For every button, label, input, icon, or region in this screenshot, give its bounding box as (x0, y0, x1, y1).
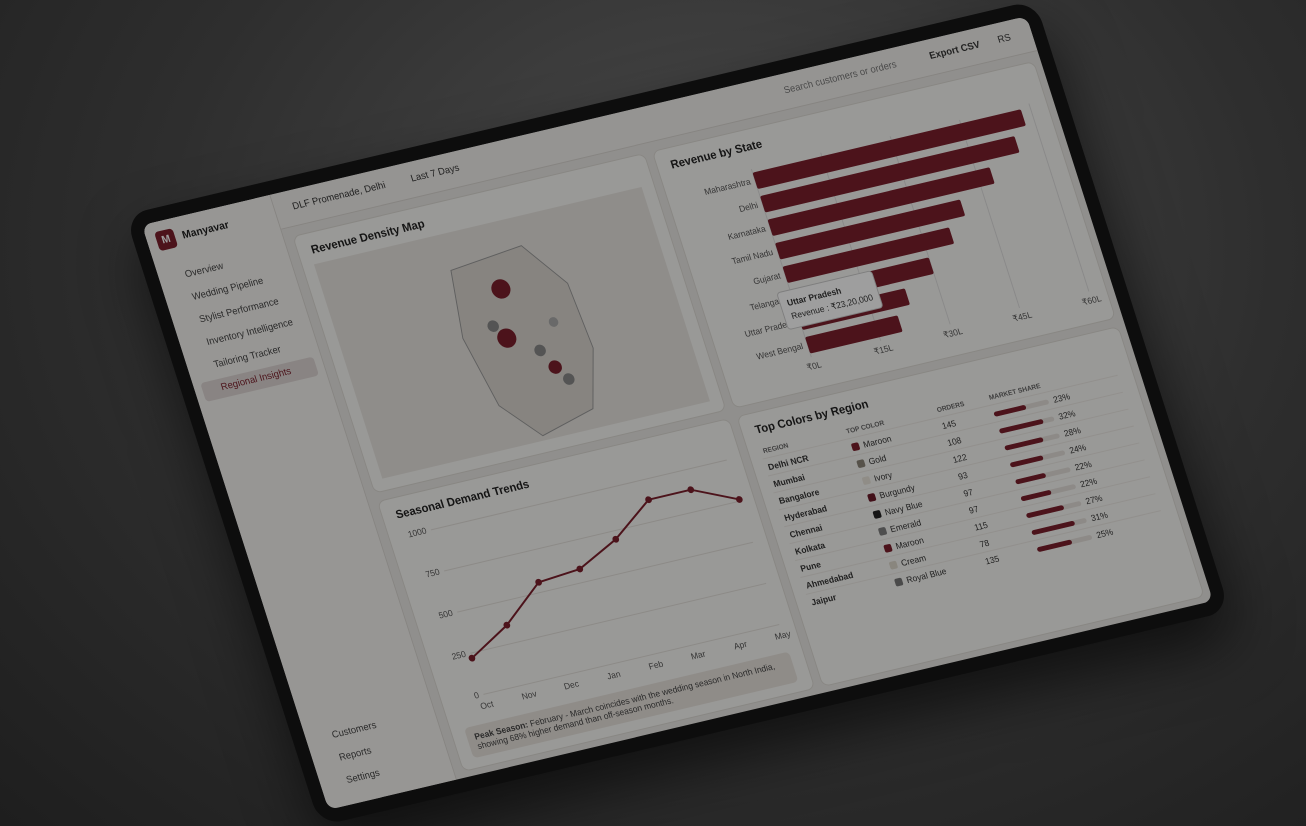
bar (760, 136, 1020, 213)
share-bar (1009, 454, 1044, 468)
color-name: Royal Blue (904, 565, 948, 585)
bar (752, 109, 1026, 189)
grid-line (470, 582, 767, 654)
grid-line (457, 541, 754, 613)
map (313, 186, 710, 479)
share-bar (1015, 472, 1047, 485)
share-track (1036, 534, 1093, 552)
share-bar (1020, 489, 1053, 502)
bubble (497, 328, 517, 348)
x-tick-label: ₹15L (873, 342, 895, 356)
swatch (888, 560, 898, 571)
point (612, 535, 620, 543)
point (503, 621, 511, 629)
share-label: 25% (1094, 526, 1115, 540)
bubble (487, 320, 499, 332)
logo: M (154, 228, 179, 252)
y-tick-label: 500 (437, 608, 454, 621)
color-name: Cream (899, 552, 928, 568)
x-tick-label: ₹60L (1081, 293, 1103, 307)
x-tick-label: Dec (563, 678, 581, 691)
revenue-card: Revenue by State ₹0L ₹15L ₹30L ₹45L ₹60L Maha… (651, 60, 1117, 409)
bar (767, 167, 995, 236)
bar (782, 227, 954, 283)
share-label: 27% (1084, 492, 1104, 506)
nav: Overview Wedding Pipeline Stylist Performa… (142, 195, 320, 403)
share-bar (993, 404, 1027, 417)
bubble (548, 360, 562, 374)
y-tick-label: 0 (473, 690, 481, 701)
y-tick-label: Karnataka (726, 223, 767, 242)
x-tick-label: Mar (690, 648, 707, 661)
swatch (855, 459, 866, 469)
x-tick-label: ₹45L (1011, 309, 1033, 323)
color-table: REGION TOP COLOR ORDERS MARKET SHARE Delhi N… (759, 363, 1167, 611)
grid-line (1028, 103, 1090, 292)
bubble (534, 344, 546, 357)
brand: Manyavar (180, 219, 231, 242)
y-tick-label: Delhi (738, 200, 760, 214)
point (645, 496, 652, 504)
line-chart: 0 250 500 750 1000 Oct Nov Dec Jan Feb Mar Apr May (406, 459, 793, 711)
seasonal-card: Seasonal Demand Trends 0 250 500 750 1000 Oct… (376, 418, 816, 772)
period-select[interactable]: Last 7 Days (409, 162, 461, 185)
y-tick-label: 750 (424, 566, 441, 579)
y-tick-label: Maharashtra (703, 176, 752, 197)
x-tick-label: Feb (647, 658, 664, 671)
bar (775, 199, 965, 260)
user[interactable]: RS (996, 32, 1013, 46)
share-label: 28% (1062, 424, 1082, 439)
color-name: Gold (867, 452, 888, 467)
x-tick-label: Apr (732, 639, 748, 652)
swatch (877, 526, 888, 537)
x-tick-label: May (773, 628, 792, 642)
x-tick-label: Oct (479, 698, 495, 711)
x-tick-label: Nov (520, 688, 538, 701)
swatch (861, 476, 871, 486)
grid-line (430, 459, 727, 531)
share-label: 32% (1057, 407, 1077, 422)
swatch (893, 577, 904, 587)
search[interactable]: Search customers or orders (782, 59, 899, 97)
bar (805, 315, 903, 354)
color-name: Ivory (872, 469, 894, 483)
x-tick-label: Jan (605, 669, 621, 682)
share-label: 22% (1073, 458, 1093, 472)
region-shape (450, 245, 594, 437)
bubble (491, 279, 511, 299)
share-label: 22% (1078, 475, 1099, 489)
map-card: Revenue Density Map (292, 152, 727, 494)
x-tick-label: ₹0L (805, 359, 823, 372)
y-tick-label: Gujarat (752, 270, 783, 286)
tablet: M Manyavar Overview Wedding Pipeline Styli… (125, 0, 1230, 826)
share-bar (1036, 539, 1073, 552)
footer-nav: Customers Reports Settings (142, 195, 382, 786)
swatch (871, 510, 882, 520)
line (471, 488, 740, 659)
swatch (882, 543, 893, 554)
swatch (850, 442, 861, 452)
share-label: 31% (1089, 509, 1109, 523)
screen: M Manyavar Overview Wedding Pipeline Styli… (141, 16, 1214, 810)
bubble (548, 317, 559, 327)
point (687, 486, 695, 494)
grid-line (443, 500, 741, 572)
point (576, 565, 584, 573)
share-label: 23% (1051, 390, 1072, 405)
point (468, 654, 476, 662)
point (535, 578, 542, 586)
bubble (563, 373, 575, 385)
export-button[interactable]: Export CSV (928, 39, 982, 62)
x-tick-label: ₹30L (942, 326, 964, 340)
point (735, 496, 743, 503)
y-tick-label: West Bengal (755, 341, 804, 362)
share-label: 24% (1067, 441, 1088, 456)
store-select[interactable]: DLF Promenade, Delhi (291, 180, 388, 213)
y-tick-label: Tamil Nadu (730, 247, 774, 266)
y-tick-label: 1000 (406, 525, 428, 539)
swatch (866, 493, 877, 503)
grid-line (483, 624, 780, 695)
y-tick-label: 250 (450, 649, 467, 662)
